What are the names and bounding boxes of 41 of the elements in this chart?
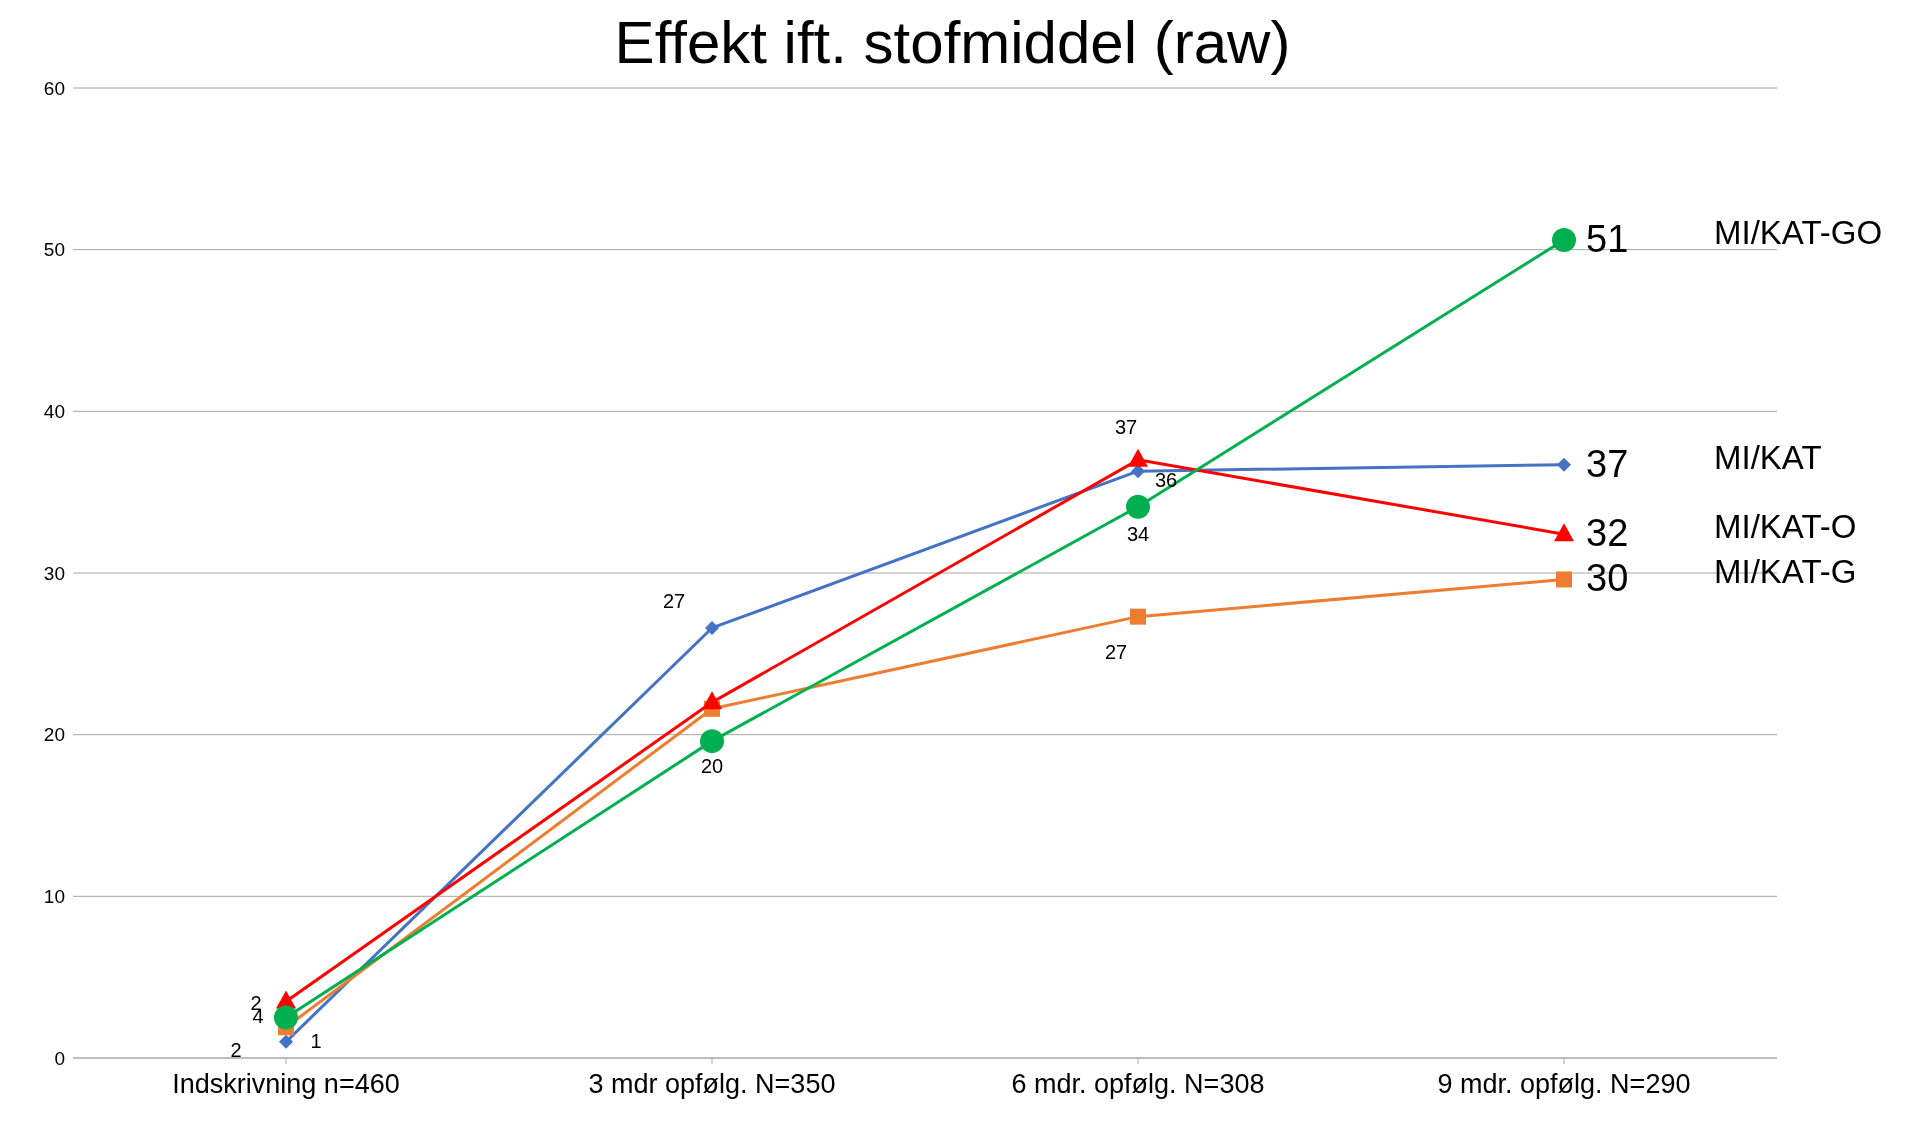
- point: [705, 620, 719, 635]
- y-tick-label: 60: [43, 77, 65, 99]
- text: MI/KAT-O: [1714, 508, 1857, 546]
- data-label: 34: [1126, 522, 1150, 545]
- x-tick-label: 3 mdr opfølg. N=350: [588, 1069, 836, 1100]
- data-label: 2: [230, 1039, 242, 1062]
- point: [1130, 608, 1146, 625]
- data-label: 1: [310, 1029, 322, 1052]
- y-tick-label: 40: [43, 401, 65, 423]
- y-tick-label: 20: [43, 724, 65, 746]
- data-label: 37: [1586, 442, 1629, 485]
- x-tick-label: 9 mdr. opfølg. N=290: [1437, 1069, 1691, 1100]
- point: [1126, 494, 1150, 519]
- x-tick-label: Indskrivning n=460: [172, 1069, 400, 1100]
- chart-title: Effekt ift. stofmiddel (raw): [613, 8, 1292, 78]
- text: MI/KAT: [1714, 438, 1822, 476]
- data-label: 30: [1586, 557, 1629, 600]
- data-label: 37: [1114, 415, 1138, 438]
- y-tick-label: 30: [43, 562, 65, 584]
- point: [1131, 464, 1145, 479]
- point: [274, 1005, 298, 1030]
- data-label: 27: [662, 589, 686, 612]
- point: [279, 1034, 293, 1049]
- data-label: 32: [1586, 512, 1629, 555]
- data-label: 20: [700, 755, 724, 778]
- point: [1552, 227, 1576, 252]
- x-tick-label: 6 mdr. opfølg. N=308: [1011, 1069, 1265, 1100]
- point: [700, 729, 724, 754]
- point: [1554, 523, 1574, 542]
- text: MI/KAT-GO: [1714, 213, 1883, 251]
- data-label: 36: [1154, 469, 1178, 492]
- point: [1557, 457, 1571, 472]
- text: MI/KAT-G: [1714, 553, 1857, 591]
- point: [1556, 571, 1572, 588]
- data-label: 27: [1104, 640, 1128, 663]
- point: [702, 691, 722, 710]
- y-tick-label: 0: [54, 1047, 65, 1069]
- data-label: 51: [1586, 217, 1629, 260]
- y-tick-label: 50: [43, 239, 65, 261]
- y-tick-label: 10: [43, 886, 65, 908]
- point: [1128, 448, 1148, 467]
